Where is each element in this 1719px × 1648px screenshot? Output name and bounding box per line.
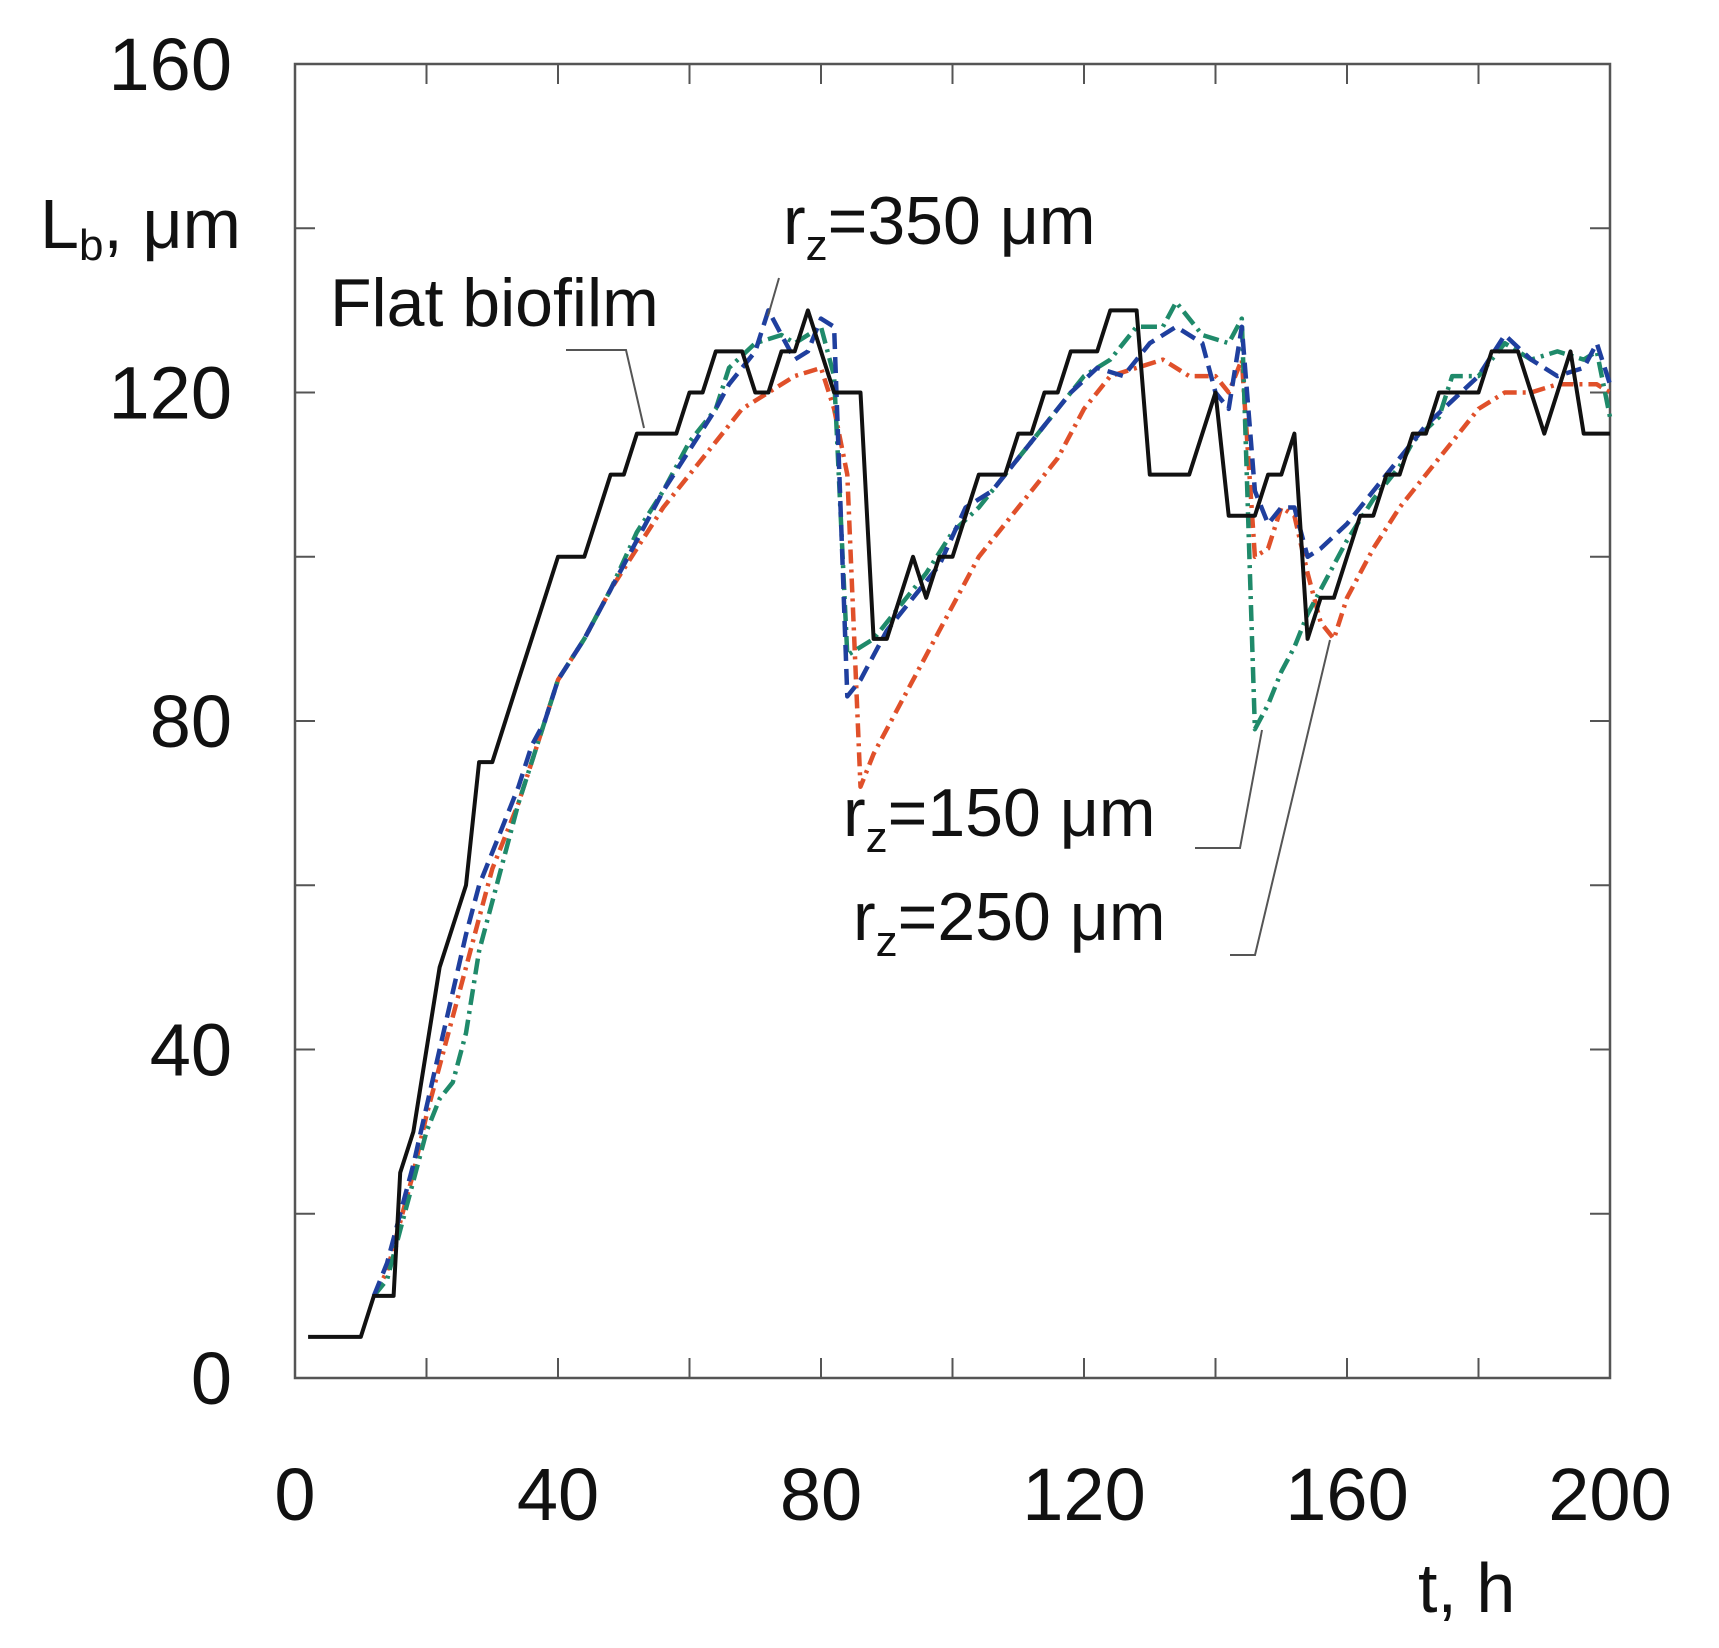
annotation-rz250-unit: =250 μm — [898, 879, 1166, 955]
annotation-flat-main: Flat biofilm — [330, 265, 659, 341]
annotation-rz350: rz=350 μm — [783, 183, 1096, 270]
plot-frame — [293, 62, 1612, 1380]
x-tick-label: 200 — [1548, 1453, 1671, 1536]
axis-tick-labels: 0 40 80 120 160 200 0 40 80 120 160 — [109, 23, 1672, 1536]
leader-flat-biofilm — [566, 349, 645, 429]
x-tick-label: 160 — [1285, 1453, 1408, 1536]
x-tick-label: 120 — [1022, 1453, 1145, 1536]
y-axis-label-sub: b — [79, 221, 103, 270]
annotation-flat-biofilm: Flat biofilm — [330, 265, 659, 341]
annotation-rz250-sub: z — [876, 917, 898, 966]
series-line-1 — [371, 308, 1613, 1297]
annotation-rz150: rz=150 μm — [843, 775, 1156, 862]
x-axis-label: t, h — [1418, 1549, 1515, 1627]
annotation-rz250: rz=250 μm — [853, 879, 1166, 966]
y-axis-label-unit: , μm — [103, 185, 241, 263]
y-tick-label: 0 — [191, 1337, 232, 1420]
x-tick-label: 80 — [780, 1453, 862, 1536]
y-tick-label: 120 — [109, 352, 232, 435]
annotation-rz350-sub: z — [806, 221, 828, 270]
series-line-3 — [371, 357, 1612, 1297]
y-tick-label: 160 — [109, 23, 232, 106]
annotation-rz250-main: r — [853, 879, 876, 955]
leader-rz350 — [767, 277, 780, 317]
y-tick-label: 80 — [150, 680, 232, 763]
leader-rz250 — [1230, 639, 1331, 956]
y-axis-label-main: L — [40, 185, 79, 263]
annotation-rz350-unit: =350 μm — [828, 183, 1096, 259]
annotation-rz350-main: r — [783, 183, 806, 259]
annotation-rz150-sub: z — [866, 813, 888, 862]
axis-ticks — [294, 63, 1611, 1379]
y-tick-label: 40 — [150, 1009, 232, 1092]
series-layer — [308, 299, 1613, 1339]
x-tick-label: 0 — [274, 1453, 315, 1536]
annotation-rz150-main: r — [843, 775, 866, 851]
annotation-rz150-unit: =150 μm — [888, 775, 1156, 851]
x-tick-label: 40 — [517, 1453, 599, 1536]
leader-rz150 — [1195, 729, 1263, 849]
series-line-2 — [372, 299, 1613, 1298]
series-line-0 — [308, 308, 1610, 1339]
y-axis-label: Lb, μm — [40, 185, 241, 270]
